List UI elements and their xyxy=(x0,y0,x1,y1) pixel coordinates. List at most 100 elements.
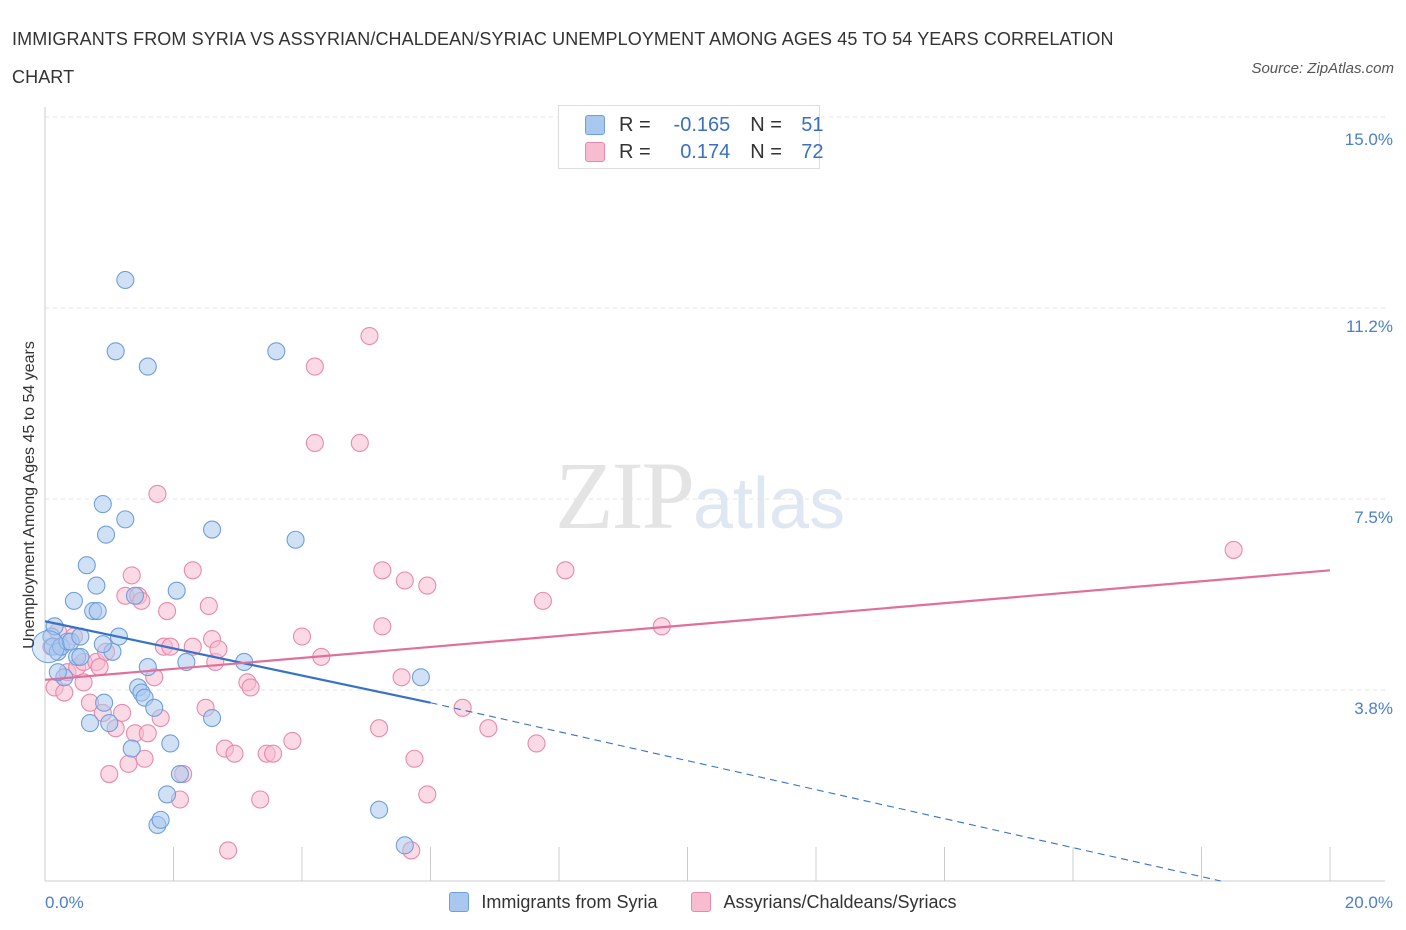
point-syria xyxy=(125,586,144,605)
point-assyrian xyxy=(292,627,312,646)
point-syria xyxy=(87,576,106,595)
legend-n-label: N = xyxy=(750,113,782,136)
point-assyrian xyxy=(283,731,302,750)
point-assyrian xyxy=(305,433,324,453)
point-syria xyxy=(116,510,135,529)
legend-swatch-syria xyxy=(449,892,470,912)
point-assyrian xyxy=(264,744,283,763)
grid-lines xyxy=(45,116,1385,691)
trend-lines xyxy=(44,569,1331,882)
point-assyrian xyxy=(74,673,93,692)
watermark-zip: ZIP xyxy=(555,442,695,549)
point-syria xyxy=(88,602,107,621)
point-syria-cluster xyxy=(31,630,65,664)
point-assyrian xyxy=(183,561,202,580)
series-legend: Immigrants from Syria Assyrians/Chaldean… xyxy=(0,888,1406,916)
point-syria xyxy=(370,800,389,819)
point-syria xyxy=(203,520,222,539)
point-assyrian xyxy=(1224,540,1243,559)
legend-swatch-assyrian xyxy=(585,142,605,162)
point-syria xyxy=(286,530,305,549)
legend-n-value: 51 xyxy=(801,113,824,136)
y-tick-label: 11.2% xyxy=(1346,317,1393,336)
y-tick-label: 3.8% xyxy=(1354,699,1393,718)
point-assyrian xyxy=(305,357,324,376)
point-assyrian xyxy=(219,841,238,860)
point-assyrian xyxy=(479,719,498,738)
point-syria xyxy=(170,764,189,784)
point-assyrian xyxy=(199,596,218,616)
point-assyrian xyxy=(360,326,379,346)
point-assyrian xyxy=(527,734,546,753)
point-syria xyxy=(145,698,164,717)
point-syria xyxy=(95,693,114,712)
trend-line-syria xyxy=(44,620,431,704)
point-syria xyxy=(161,734,180,753)
point-syria xyxy=(177,652,196,672)
point-syria xyxy=(64,591,83,610)
watermark: ZIPatlas xyxy=(555,440,845,551)
point-assyrian xyxy=(405,749,424,768)
watermark-atlas: atlas xyxy=(693,464,846,544)
y-tick-label: 15.0% xyxy=(1345,130,1393,149)
point-assyrian xyxy=(350,433,369,453)
y-tick-label: 7.5% xyxy=(1354,508,1393,527)
point-assyrian xyxy=(533,591,552,610)
legend-r-label: R = xyxy=(619,113,651,136)
point-assyrian xyxy=(209,640,228,659)
point-assyrian xyxy=(158,602,177,621)
trend-line-syria-extrapolated xyxy=(430,702,1221,882)
legend-row-syria: R = -0.165 N = 51 xyxy=(585,112,824,138)
point-syria xyxy=(395,836,414,855)
point-assyrian xyxy=(148,484,167,503)
point-syria xyxy=(122,739,141,758)
point-assyrian xyxy=(418,785,437,804)
point-assyrian xyxy=(395,571,414,590)
point-syria xyxy=(138,357,157,376)
trend-line-assyrian xyxy=(44,569,1331,681)
point-assyrian xyxy=(373,561,392,580)
point-syria xyxy=(138,658,157,677)
legend-r-label: R = xyxy=(619,140,651,163)
point-assyrian xyxy=(418,576,437,595)
point-syria xyxy=(96,525,116,544)
tick-labels: 3.8% 7.5% 11.2% 15.0% 0.0% 20.0% xyxy=(45,130,1393,912)
point-syria xyxy=(267,342,286,361)
x-tick-label-max: 20.0% xyxy=(1345,893,1393,912)
point-assyrian xyxy=(241,678,260,697)
point-assyrian xyxy=(225,744,244,763)
point-syria xyxy=(71,647,90,666)
point-syria xyxy=(93,495,112,514)
correlation-legend: R = -0.165 N = 51 R = 0.174 N = 72 xyxy=(558,105,824,169)
point-assyrian xyxy=(113,703,132,722)
point-assyrian xyxy=(453,698,472,717)
point-assyrian xyxy=(135,749,154,768)
legend-n-label: N = xyxy=(750,140,782,163)
point-syria xyxy=(48,663,67,682)
legend-item-syria[interactable]: Immigrants from Syria xyxy=(449,892,657,913)
legend-label-syria: Immigrants from Syria xyxy=(481,891,658,912)
x-tick-label-min: 0.0% xyxy=(45,893,84,912)
legend-label-assyrian: Assyrians/Chaldeans/Syriacs xyxy=(723,891,957,912)
point-syria xyxy=(116,270,135,290)
point-assyrian xyxy=(556,561,575,580)
point-assyrian xyxy=(55,683,74,702)
point-assyrian xyxy=(90,658,109,677)
chart-title: IMMIGRANTS FROM SYRIA VS ASSYRIAN/CHALDE… xyxy=(12,29,1114,87)
point-assyrian xyxy=(370,719,389,738)
point-syria xyxy=(203,708,222,728)
point-syria xyxy=(93,635,112,654)
legend-item-assyrian[interactable]: Assyrians/Chaldeans/Syriacs xyxy=(691,891,957,913)
y-axis-label: Unemployment Among Ages 45 to 54 years xyxy=(21,341,38,649)
legend-n-value: 72 xyxy=(801,140,824,163)
legend-row-assyrian: R = 0.174 N = 72 xyxy=(585,139,824,165)
legend-swatch-syria xyxy=(585,115,605,135)
point-assyrian xyxy=(119,754,138,773)
point-syria xyxy=(100,714,119,733)
legend-r-value: 0.174 xyxy=(680,140,731,163)
point-assyrian xyxy=(251,790,270,809)
point-assyrian xyxy=(392,668,411,687)
legend-r-value: -0.165 xyxy=(673,113,731,136)
axes xyxy=(44,107,1385,882)
